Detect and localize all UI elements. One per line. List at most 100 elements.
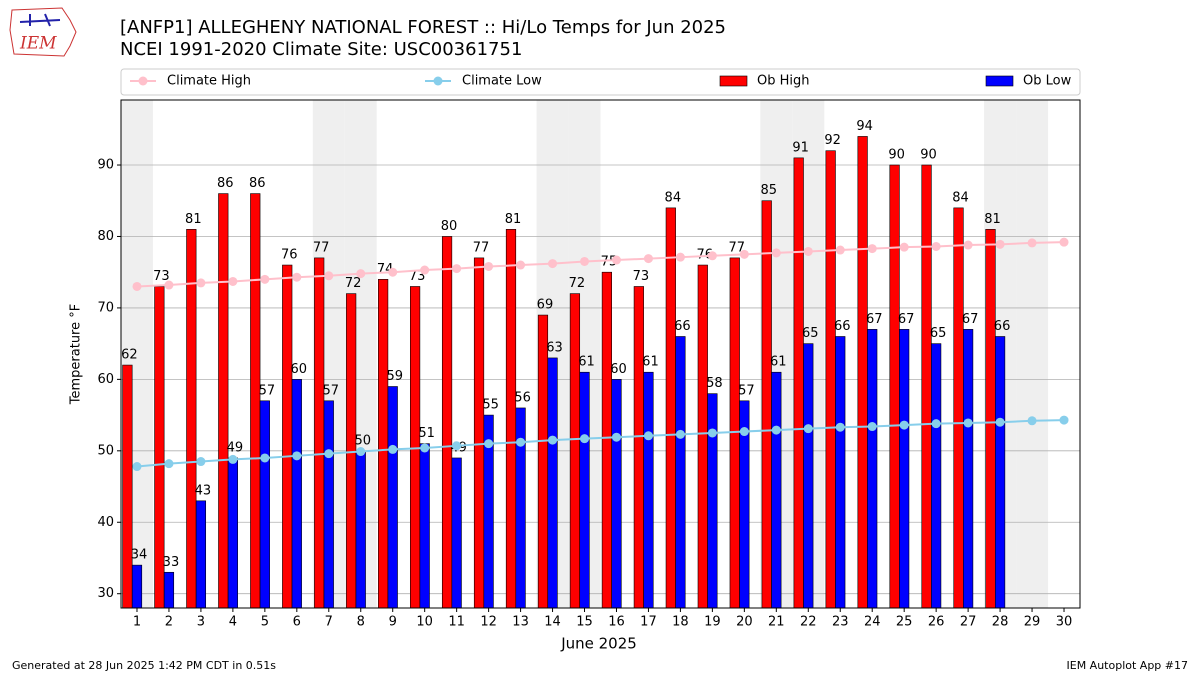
weekend-shade — [1016, 100, 1049, 608]
chart-title: [ANFP1] ALLEGHENY NATIONAL FOREST :: Hi/… — [120, 17, 726, 38]
bar — [707, 393, 718, 609]
bar-value-label: 61 — [770, 355, 787, 370]
line-marker — [771, 425, 781, 435]
line-marker — [995, 417, 1005, 427]
bar — [921, 164, 932, 609]
bar-value-label: 72 — [345, 276, 362, 291]
line-marker — [707, 251, 717, 261]
line-series — [136, 241, 1065, 288]
bar-value-label: 65 — [802, 326, 819, 341]
x-tick-label: 20 — [736, 615, 753, 630]
bar — [355, 450, 366, 609]
bar — [643, 371, 654, 609]
bar-value-label: 80 — [441, 219, 458, 234]
x-tick-label: 8 — [357, 615, 365, 630]
x-tick-label: 18 — [672, 615, 689, 630]
bar — [697, 264, 708, 609]
x-tick-label: 29 — [1024, 615, 1041, 630]
y-tick-label: 60 — [97, 372, 114, 387]
logo-icon — [19, 13, 61, 27]
y-axis-label: Temperature °F — [69, 304, 84, 405]
line-marker — [1027, 238, 1037, 248]
bar — [963, 329, 974, 609]
line-marker — [132, 281, 142, 291]
bar-value-label: 81 — [984, 212, 1001, 227]
x-tick-label: 13 — [512, 615, 529, 630]
bar-value-label: 77 — [473, 240, 490, 255]
bar-value-label: 77 — [313, 240, 330, 255]
bar — [675, 336, 686, 609]
line-marker — [995, 239, 1005, 249]
bar — [227, 457, 238, 609]
bar — [547, 357, 558, 609]
line-marker — [516, 260, 526, 270]
bar-value-label: 50 — [354, 433, 371, 448]
x-tick-label: 2 — [165, 615, 173, 630]
line-marker — [388, 267, 398, 277]
line-marker — [548, 435, 558, 445]
line-marker — [739, 427, 749, 437]
bar-value-label: 73 — [153, 269, 170, 284]
bar — [122, 364, 133, 609]
footer-right: IEM Autoplot App #17 — [1067, 659, 1189, 672]
bar-value-label: 59 — [386, 369, 403, 384]
bar — [473, 257, 485, 609]
bar-value-label: 90 — [920, 148, 937, 163]
line-marker — [548, 259, 558, 269]
bar-value-label: 57 — [738, 383, 755, 398]
bar — [633, 286, 644, 609]
bar-value-label: 91 — [792, 140, 809, 155]
bar-value-label: 66 — [994, 319, 1011, 334]
line-marker — [899, 242, 909, 252]
bar-value-label: 65 — [930, 326, 947, 341]
line-marker — [356, 269, 366, 279]
x-tick-label: 14 — [544, 615, 561, 630]
x-tick-label: 1 — [133, 615, 141, 630]
legend-swatch — [985, 75, 1014, 87]
x-tick-label: 16 — [608, 615, 625, 630]
bar — [994, 336, 1006, 609]
x-tick-label: 3 — [197, 615, 205, 630]
x-tick-label: 27 — [960, 615, 977, 630]
bar — [899, 329, 910, 609]
line-marker — [963, 418, 973, 428]
bar — [259, 400, 270, 609]
legend-label: Ob High — [757, 74, 810, 89]
legend-label: Ob Low — [1023, 74, 1072, 89]
bar-value-label: 66 — [674, 319, 691, 334]
bar-value-label: 76 — [697, 248, 714, 263]
x-tick-label: 17 — [640, 615, 657, 630]
bar — [131, 564, 143, 609]
legend-label: Climate Low — [462, 74, 542, 89]
y-tick-label: 50 — [97, 443, 114, 458]
bar — [579, 371, 590, 609]
bar-value-label: 60 — [610, 362, 627, 377]
line-marker — [867, 244, 877, 254]
bar — [953, 207, 964, 609]
bar — [835, 336, 846, 609]
bar-value-label: 61 — [642, 355, 659, 370]
line-marker — [260, 274, 270, 284]
bar-value-label: 84 — [665, 190, 682, 205]
bar-value-label: 43 — [195, 483, 212, 498]
bar — [537, 314, 549, 609]
chart-subtitle: NCEI 1991-2020 Climate Site: USC00361751 — [120, 39, 522, 60]
line-marker — [196, 278, 206, 288]
line-marker — [931, 419, 941, 429]
bar — [195, 500, 207, 609]
x-tick-label: 30 — [1056, 615, 1073, 630]
bar — [611, 379, 622, 609]
plot-frame — [120, 99, 1081, 609]
line-marker — [420, 265, 430, 275]
line-marker — [611, 432, 621, 442]
x-tick-label: 15 — [576, 615, 593, 630]
x-tick-label: 12 — [480, 615, 497, 630]
line-marker — [771, 248, 781, 258]
line-marker — [1027, 416, 1037, 426]
x-tick-label: 24 — [864, 615, 881, 630]
bar — [419, 443, 430, 609]
bar-value-label: 66 — [834, 319, 851, 334]
bar — [771, 371, 782, 609]
bar — [250, 193, 261, 609]
